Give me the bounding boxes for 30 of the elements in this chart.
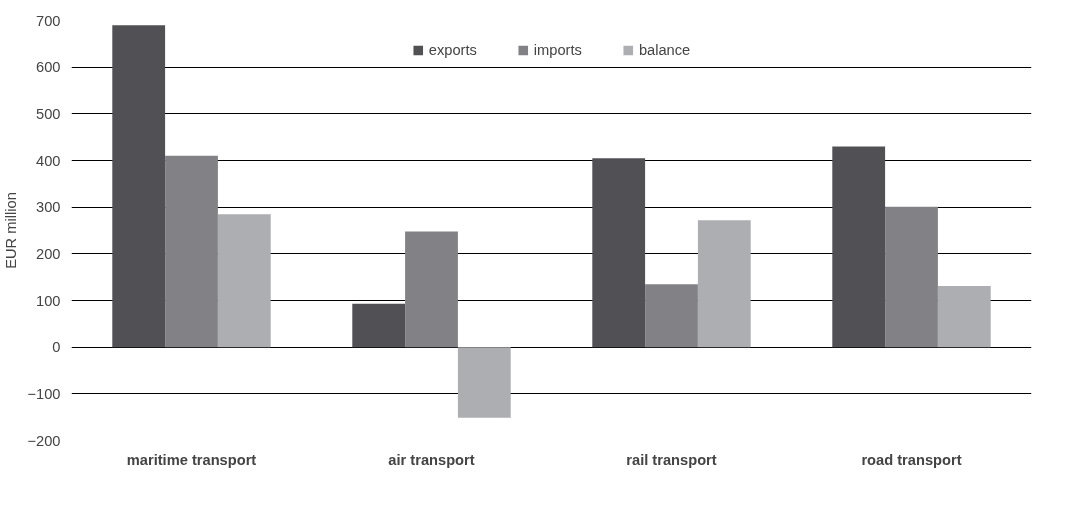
legend-label: imports bbox=[533, 42, 582, 58]
bar bbox=[405, 231, 458, 348]
y-tick-label: 400 bbox=[36, 152, 61, 169]
y-tick-label: −100 bbox=[27, 385, 61, 402]
y-tick-label: 200 bbox=[36, 245, 61, 262]
x-tick-label: air transport bbox=[388, 451, 475, 468]
y-tick-label: 100 bbox=[36, 292, 61, 309]
legend-label: exports bbox=[428, 42, 477, 58]
y-tick-label: 700 bbox=[36, 12, 61, 29]
y-tick-label: 0 bbox=[52, 339, 61, 356]
y-tick-label: 300 bbox=[36, 199, 61, 216]
bar bbox=[352, 303, 406, 348]
y-tick-label: 600 bbox=[36, 59, 61, 76]
bar bbox=[165, 155, 218, 348]
bar bbox=[937, 286, 991, 348]
bar bbox=[885, 206, 938, 348]
bar bbox=[645, 284, 698, 348]
bar bbox=[457, 347, 511, 418]
y-tick-label: −200 bbox=[27, 432, 61, 449]
bar bbox=[592, 158, 646, 348]
x-tick-label: rail transport bbox=[626, 451, 717, 468]
x-tick-label: maritime transport bbox=[126, 451, 257, 468]
x-tick-label: road transport bbox=[861, 451, 962, 468]
y-tick-label: 500 bbox=[36, 105, 61, 122]
y-axis-title: EUR million bbox=[3, 192, 20, 269]
bar bbox=[112, 25, 166, 348]
bar bbox=[697, 220, 751, 348]
bar bbox=[217, 214, 271, 348]
legend-label: balance bbox=[638, 42, 691, 58]
bar bbox=[832, 146, 886, 348]
